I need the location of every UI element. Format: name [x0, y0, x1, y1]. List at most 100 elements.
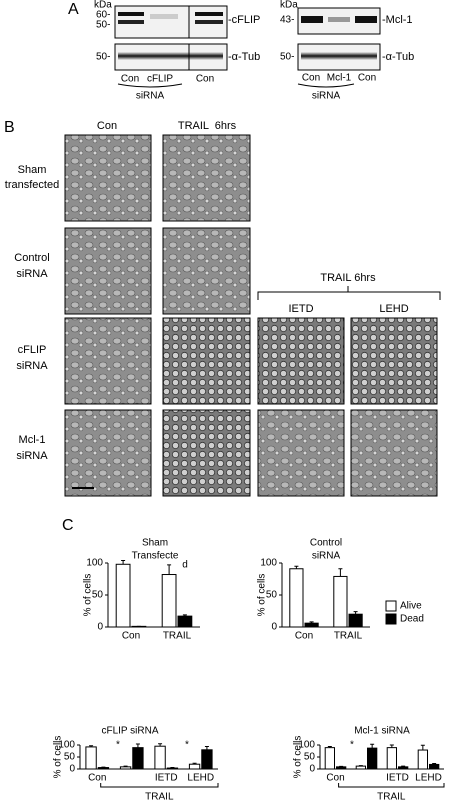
bar	[177, 615, 193, 628]
band	[355, 16, 377, 23]
marker: 43-	[280, 15, 294, 26]
error-bar	[158, 743, 163, 747]
y-tick-label: 50	[92, 590, 104, 601]
y-tick-label: 50	[64, 752, 76, 763]
y-axis-label: % of cells	[293, 736, 304, 779]
chart-title: cFLIP siRNA	[101, 726, 158, 737]
band-label: -α-Tub	[228, 51, 260, 63]
error-bar	[389, 744, 394, 748]
bar	[348, 613, 363, 628]
x-tick-label: IETD	[386, 773, 409, 784]
error-bar	[204, 745, 209, 750]
y-tick-label: 0	[309, 764, 315, 775]
x-tick-label: Con	[122, 631, 140, 642]
bar	[398, 766, 409, 770]
panel-label: C	[62, 517, 74, 534]
y-axis-label: % of cells	[53, 736, 64, 779]
bar	[132, 747, 144, 770]
micrograph	[64, 227, 152, 315]
error-bar	[338, 568, 343, 577]
annotation: *	[116, 740, 120, 751]
micrograph	[162, 317, 251, 405]
micrograph	[350, 409, 438, 497]
panel-label: B	[4, 119, 15, 136]
micrograph	[64, 409, 152, 497]
marker: 50-	[96, 52, 110, 63]
error-bar	[135, 743, 140, 748]
bracket	[100, 783, 219, 788]
bar	[119, 766, 132, 770]
error-bar	[370, 743, 375, 749]
error-bar	[420, 744, 425, 751]
error-bar	[182, 614, 187, 617]
bar	[429, 763, 440, 770]
panel-b: B Con TRAIL 6hrs Sham transfected Contro…	[4, 119, 441, 497]
x-tick-label: LEHD	[415, 773, 442, 784]
micrograph	[162, 409, 251, 497]
row-label: Sham	[18, 164, 47, 176]
treatment: TRAIL 6hrs	[320, 272, 376, 284]
error-bar	[294, 565, 299, 569]
x-tick-label: Con	[326, 773, 344, 784]
marker: 60-	[96, 10, 110, 21]
x-tick-label: TRAIL	[334, 631, 363, 642]
band	[195, 12, 223, 16]
row-label: siRNA	[16, 268, 48, 280]
error-bar	[401, 765, 406, 767]
row-label: Mcl-1	[19, 434, 46, 446]
group: siRNA	[136, 91, 165, 102]
bar	[154, 745, 166, 770]
x-tick-label: TRAIL	[163, 631, 192, 642]
error-bar	[309, 621, 314, 624]
error-bar	[353, 611, 358, 615]
lane: Con	[302, 73, 320, 84]
bar	[166, 767, 179, 770]
chart-title: Mcl-1 siRNA	[354, 726, 410, 737]
band-label: -α-Tub	[382, 51, 414, 63]
legend-label: Alive	[400, 601, 422, 612]
lane: cFLIP	[147, 74, 173, 85]
x-tick-label: Con	[88, 773, 106, 784]
y-tick-label: 50	[304, 752, 316, 763]
micrograph	[257, 317, 345, 405]
unit: kDa	[280, 0, 298, 11]
row-label: Control	[14, 252, 49, 264]
row-label: siRNA	[16, 450, 48, 462]
group-label: TRAIL	[145, 792, 174, 803]
legend-swatch	[385, 600, 397, 612]
bar	[161, 574, 177, 628]
bar	[201, 749, 213, 770]
y-tick-label: 100	[86, 558, 103, 569]
bar	[324, 747, 336, 770]
y-tick-label: 0	[97, 622, 103, 633]
column-label: Con	[97, 120, 117, 132]
x-tick-label: IETD	[155, 773, 178, 784]
bar	[289, 568, 304, 628]
band-label: -Mcl-1	[382, 14, 413, 26]
band	[118, 52, 223, 60]
band	[195, 20, 223, 24]
chart-title: Sham	[142, 538, 168, 549]
lane: Mcl-1	[327, 73, 352, 84]
error-bar	[327, 745, 332, 748]
marker: 50-	[280, 52, 294, 63]
bar	[333, 575, 348, 628]
y-tick-label: 50	[266, 590, 278, 601]
row-label: cFLIP	[18, 344, 47, 356]
group-label: TRAIL	[377, 792, 406, 803]
y-tick-label: 100	[298, 740, 315, 751]
panel-a: A kDa 60- 50- 50- -cFLIP -α-Tub Con cFLI…	[68, 0, 414, 102]
lane: Con	[358, 73, 376, 84]
lane: Con	[121, 74, 139, 85]
inhibitor: LEHD	[379, 303, 408, 315]
x-tick-label: Con	[295, 631, 313, 642]
bar	[386, 747, 398, 770]
bracket	[257, 286, 441, 300]
bar	[115, 563, 131, 628]
column-label: TRAIL 6hrs	[178, 120, 237, 132]
legend-label: Dead	[400, 614, 424, 625]
bracket	[297, 83, 355, 88]
marker: 50-	[96, 20, 110, 31]
